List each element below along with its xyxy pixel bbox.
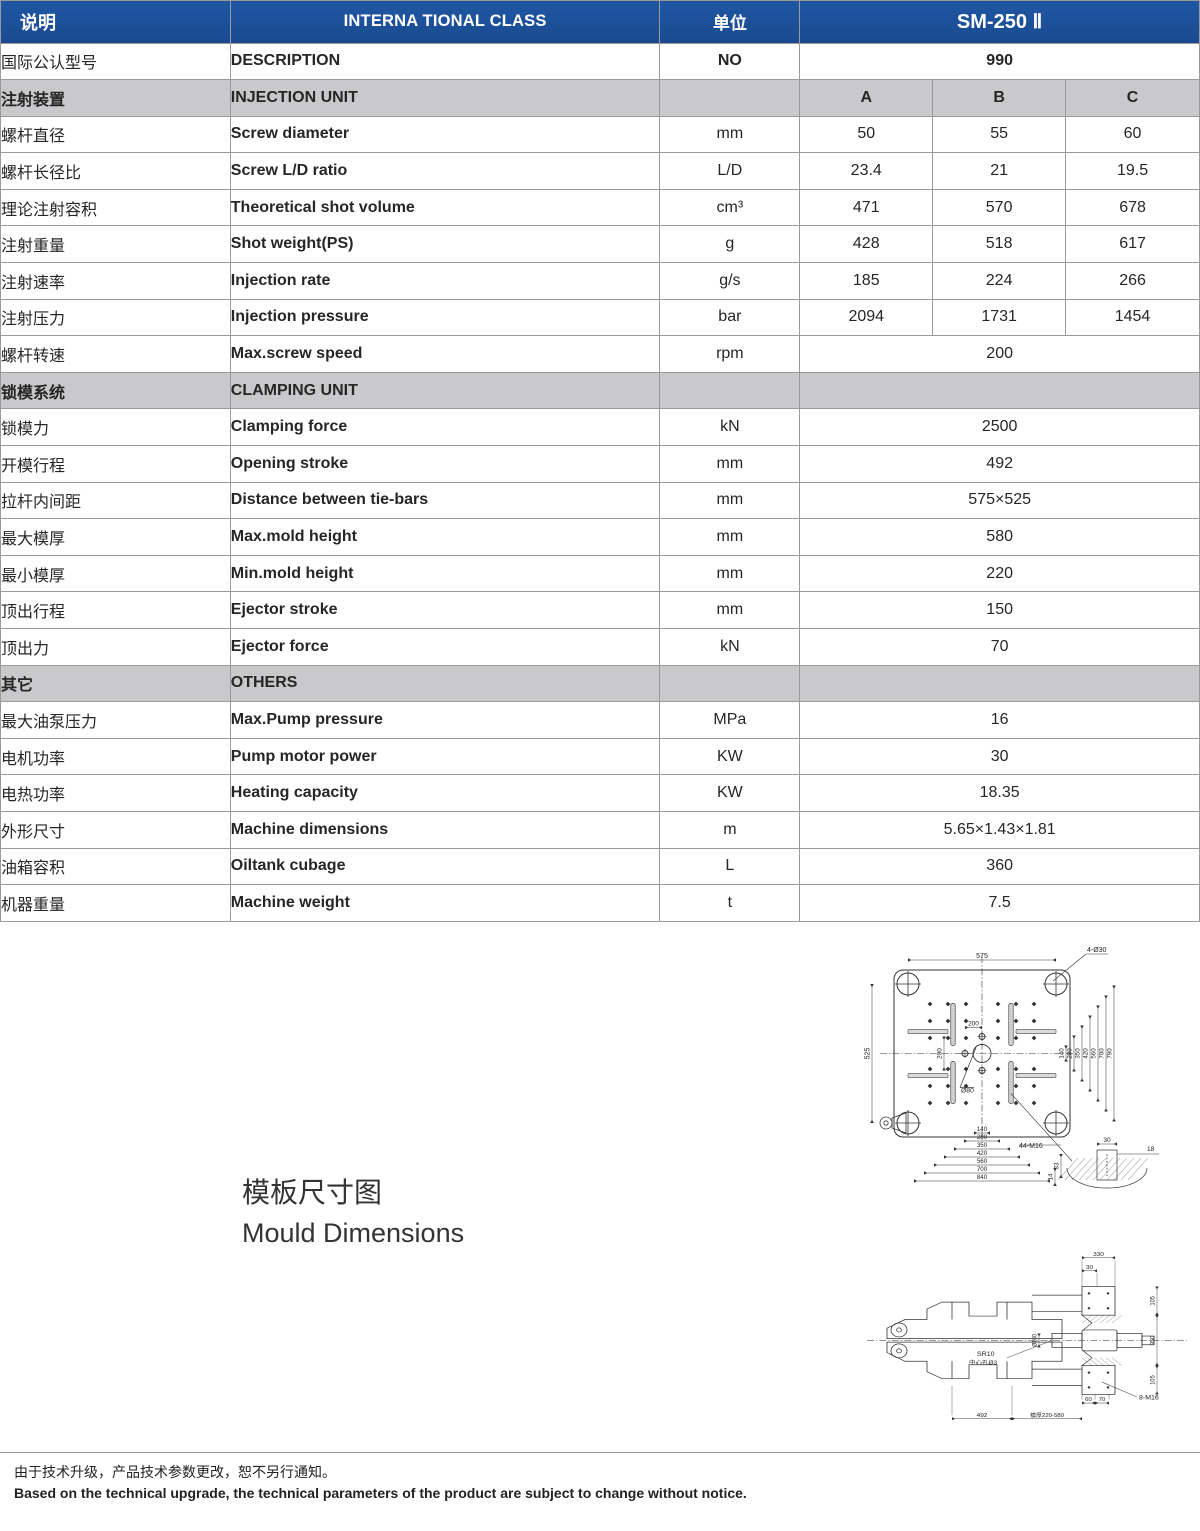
svg-text:Ø160: Ø160 (1032, 1334, 1038, 1347)
svg-text:840: 840 (977, 1174, 988, 1181)
svg-text:4-Ø30: 4-Ø30 (1087, 947, 1107, 954)
svg-text:560: 560 (977, 1158, 988, 1165)
svg-text:492: 492 (977, 1412, 988, 1418)
svg-text:280: 280 (1067, 1048, 1074, 1059)
svg-text:330: 330 (1093, 1251, 1104, 1257)
svg-text:280: 280 (977, 1134, 988, 1141)
svg-text:200: 200 (968, 1020, 979, 1027)
svg-text:525: 525 (865, 1048, 872, 1060)
svg-text:700: 700 (1099, 1048, 1106, 1059)
svg-text:420: 420 (1083, 1048, 1090, 1059)
svg-text:790: 790 (1107, 1048, 1114, 1059)
svg-text:420: 420 (977, 1150, 988, 1157)
svg-text:SR10: SR10 (977, 1351, 995, 1357)
svg-text:60: 60 (1085, 1397, 1092, 1403)
svg-text:44-M16: 44-M16 (1019, 1143, 1043, 1150)
svg-text:200: 200 (937, 1048, 944, 1059)
svg-text:575: 575 (976, 953, 988, 960)
svg-text:700: 700 (977, 1166, 988, 1173)
svg-text:30: 30 (1086, 1264, 1094, 1270)
svg-text:18: 18 (1147, 1146, 1155, 1153)
svg-text:140: 140 (977, 1126, 988, 1133)
svg-text:中心孔Ø3: 中心孔Ø3 (969, 1359, 998, 1366)
svg-text:70: 70 (1099, 1397, 1106, 1403)
svg-text:350: 350 (1075, 1048, 1082, 1059)
svg-text:Ø80: Ø80 (961, 1088, 974, 1095)
svg-text:560: 560 (1091, 1048, 1098, 1059)
svg-text:30: 30 (1103, 1137, 1111, 1144)
svg-text:350: 350 (977, 1142, 988, 1149)
svg-text:105: 105 (1149, 1296, 1156, 1306)
svg-text:14: 14 (1048, 1173, 1055, 1180)
svg-text:模厚220-580: 模厚220-580 (1030, 1411, 1064, 1418)
svg-text:105: 105 (1149, 1375, 1156, 1385)
svg-text:350: 350 (1149, 1335, 1156, 1345)
svg-text:140: 140 (1059, 1048, 1066, 1059)
svg-text:8-M16: 8-M16 (1139, 1395, 1159, 1401)
